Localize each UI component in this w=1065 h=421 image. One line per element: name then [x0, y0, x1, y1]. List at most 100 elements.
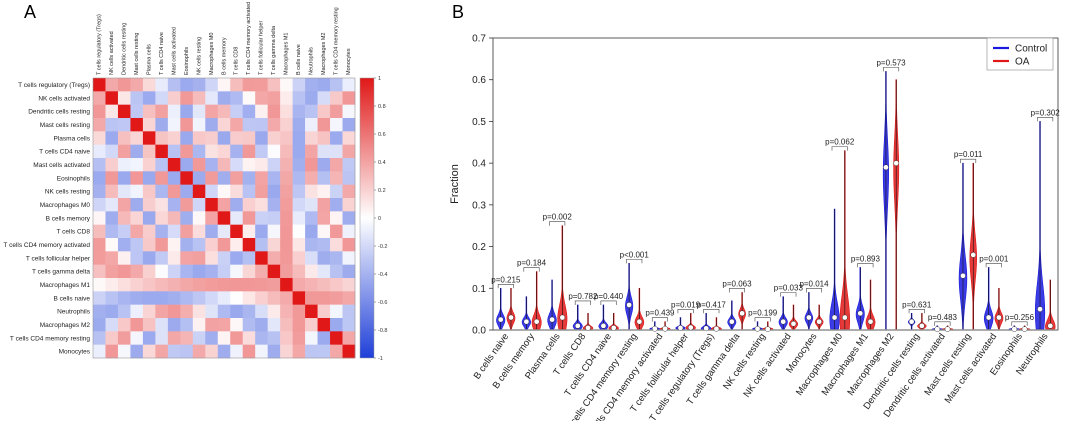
heatmap-cell [167, 224, 181, 239]
heatmap-cell [205, 318, 219, 332]
heatmap-cell [205, 331, 219, 345]
heatmap-cell [130, 104, 144, 119]
heatmap-cell [317, 171, 331, 185]
heatmap-cell [93, 318, 106, 332]
heatmap-cell [305, 198, 318, 212]
heatmap-cell [292, 238, 306, 252]
heatmap-cell [142, 118, 156, 132]
significance-bracket [985, 263, 1002, 268]
heatmap-cell [192, 318, 206, 332]
heatmap-cell [117, 238, 131, 252]
heatmap-cell [217, 198, 231, 212]
heatmap-cell [217, 238, 231, 252]
heatmap-cell [117, 104, 131, 119]
heatmap-cell [305, 238, 318, 252]
heatmap-cell [155, 251, 169, 265]
heatmap-cell [117, 304, 131, 319]
heatmap-cell [167, 158, 181, 172]
heatmap-cell [155, 198, 169, 212]
heatmap-cell [117, 91, 131, 105]
heatmap-cell [242, 291, 256, 305]
heatmap-cell [180, 171, 194, 185]
heatmap-cell [280, 304, 293, 319]
median-point [883, 164, 889, 171]
heatmap-cell [255, 304, 268, 319]
heatmap-col-label: Macrophages M0 [209, 33, 215, 76]
heatmap-cell [180, 131, 194, 145]
heatmap-cell [330, 278, 343, 292]
heatmap-cell [305, 184, 318, 199]
heatmap-cell [242, 264, 256, 279]
heatmap-cell [105, 184, 119, 199]
significance-bracket [703, 309, 720, 314]
heatmap-cell [330, 251, 343, 265]
heatmap-cell [292, 211, 306, 225]
heatmap-cell [192, 331, 206, 345]
heatmap-cell [242, 344, 256, 359]
heatmap-cell [142, 238, 156, 252]
heatmap-cell [267, 291, 281, 305]
heatmap-cell [292, 318, 306, 332]
heatmap-cell [142, 251, 156, 265]
y-tick-label: 0.6 [472, 75, 486, 86]
heatmap-cell [155, 118, 169, 132]
heatmap-cell [217, 224, 231, 239]
heatmap-cell [205, 251, 219, 265]
heatmap-cell [217, 184, 231, 199]
heatmap-cell [217, 331, 231, 345]
significance-bracket [934, 321, 951, 326]
heatmap-cell [105, 238, 119, 252]
heatmap-cell [93, 344, 106, 359]
heatmap-cell [242, 331, 256, 345]
p-value-label: p=0.439 [645, 309, 675, 318]
heatmap-cell [93, 224, 106, 239]
heatmap-cell [192, 184, 206, 199]
median-point [985, 314, 992, 321]
heatmap-cell [230, 104, 244, 119]
heatmap-cell [155, 344, 169, 359]
heatmap-cell [155, 144, 169, 159]
heatmap-cell [93, 118, 106, 132]
heatmap-cell [292, 131, 306, 145]
heatmap-cell [317, 131, 331, 145]
heatmap-cell [205, 224, 219, 239]
heatmap-cell [317, 91, 331, 105]
heatmap-cell [330, 198, 343, 212]
significance-bracket [677, 309, 694, 314]
heatmap-cell [330, 118, 343, 132]
heatmap-cell [292, 224, 306, 239]
heatmap-cell [280, 344, 293, 359]
heatmap-cell [167, 198, 181, 212]
heatmap-cell [267, 131, 281, 145]
heatmap-cell [317, 144, 331, 159]
heatmap-cell [267, 251, 281, 265]
heatmap-col-label: Neutrophils [309, 47, 315, 75]
heatmap-col-label: Mast cells activated [171, 27, 177, 75]
heatmap-cell [255, 198, 268, 212]
heatmap-cell [242, 158, 256, 172]
heatmap-cell [242, 224, 256, 239]
median-point [765, 326, 771, 332]
heatmap-col-label: Macrophages M2 [321, 33, 327, 76]
heatmap-cell [155, 331, 169, 345]
heatmap-cell [93, 131, 106, 145]
heatmap-cell [117, 131, 131, 145]
heatmap-cell [217, 291, 231, 305]
heatmap-cell [130, 198, 144, 212]
heatmap-cell [105, 91, 119, 105]
heatmap-cell [192, 251, 206, 265]
colorbar [359, 77, 375, 359]
significance-bracket [600, 300, 617, 305]
heatmap-cell [255, 344, 268, 359]
significance-bracket [728, 288, 745, 293]
heatmap-cell [105, 78, 119, 92]
heatmap-cell [305, 251, 318, 265]
heatmap-cell [342, 278, 356, 292]
heatmap-col-label: B cells memory [221, 37, 227, 75]
heatmap-col-label: T cells CD4 memory resting [334, 7, 340, 75]
heatmap-cell [317, 238, 331, 252]
p-value-label: p=0.019 [671, 300, 701, 309]
heatmap-cell [142, 104, 156, 119]
heatmap-cell [192, 238, 206, 252]
heatmap-cell [330, 104, 343, 119]
